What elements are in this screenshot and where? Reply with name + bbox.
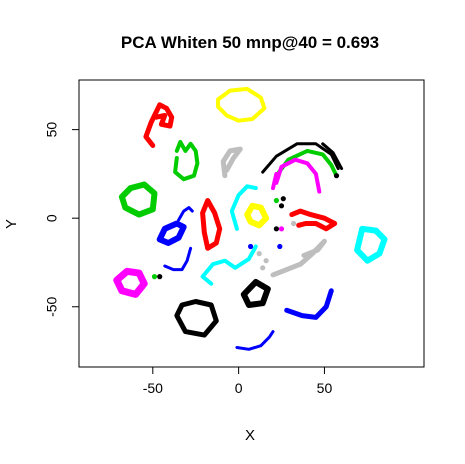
x-tick-label: 0	[235, 380, 243, 396]
y-tick-label: -50	[44, 296, 60, 316]
cluster-yellow-13	[244, 202, 270, 229]
cluster-red-8	[200, 198, 223, 251]
y-tick-label: 50	[44, 122, 60, 138]
cluster-blue-7	[163, 246, 193, 272]
points-layer	[151, 173, 340, 280]
point-magenta-12	[278, 226, 285, 232]
point-blue-7	[277, 243, 283, 250]
cluster-green-4	[118, 181, 158, 218]
point-black-9	[278, 203, 285, 209]
cluster-green-2	[173, 140, 200, 182]
cluster-black-15	[240, 279, 271, 308]
point-black-4	[157, 274, 163, 280]
x-axis-label: X	[245, 427, 255, 444]
cluster-black-20	[261, 142, 340, 174]
cluster-red-19	[289, 208, 338, 232]
cluster-black-23	[321, 142, 344, 171]
cluster-cyan-12	[229, 184, 258, 231]
x-tick-label: 50	[317, 380, 333, 396]
point-green-5	[151, 274, 158, 280]
y-tick-label: 0	[44, 214, 60, 222]
point-black-13	[333, 173, 340, 179]
cluster-blue-16	[284, 288, 334, 320]
point-gray-3	[291, 220, 297, 227]
cluster-black-10	[174, 299, 219, 338]
cluster-red-1	[143, 102, 175, 148]
cluster-blue-6	[177, 206, 194, 222]
point-black-10	[280, 196, 286, 202]
cluster-magenta-9	[113, 267, 148, 298]
clusters-layer	[113, 86, 388, 351]
cluster-cyan-11	[200, 244, 258, 286]
cluster-cyan-18	[354, 225, 388, 264]
cluster-magenta-22	[274, 157, 322, 194]
point-gray-0	[260, 265, 266, 271]
cluster-gray-14	[270, 238, 327, 278]
cluster-blue-5	[156, 220, 187, 246]
cluster-blue-17	[235, 330, 275, 351]
y-axis: -50 0 50	[44, 122, 79, 317]
plot-frame	[78, 79, 425, 368]
x-tick-label: -50	[143, 380, 163, 396]
y-axis-label: Y	[3, 219, 20, 229]
cluster-gray-3	[220, 146, 243, 179]
x-axis: -50 0 50	[143, 367, 333, 396]
chart-title: PCA Whiten 50 mnp@40 = 0.693	[121, 33, 379, 52]
point-gray-2	[256, 251, 262, 257]
point-blue-6	[248, 243, 254, 250]
point-gray-1	[263, 258, 269, 264]
cluster-magenta-24	[271, 171, 279, 191]
point-black-8	[273, 226, 279, 232]
point-green-11	[273, 197, 279, 204]
cluster-yellow-0	[216, 86, 267, 123]
